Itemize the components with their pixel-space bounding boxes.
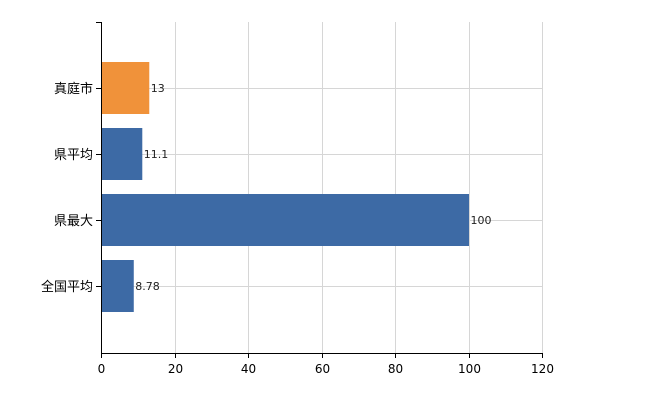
bar-2 bbox=[101, 194, 469, 246]
y-tick-label-1: 県平均 bbox=[54, 148, 93, 163]
axis-layer bbox=[96, 22, 543, 358]
grid-layer bbox=[101, 22, 543, 353]
x-tick-label-5: 100 bbox=[458, 362, 481, 376]
x-tick-label-0: 0 bbox=[98, 362, 106, 376]
x-tick-label-2: 40 bbox=[241, 362, 256, 376]
bar-1 bbox=[101, 128, 143, 180]
data-label-3: 8.78 bbox=[135, 280, 160, 293]
data-label-2: 100 bbox=[471, 214, 492, 227]
y-tick-label-2: 県最大 bbox=[54, 214, 93, 229]
x-tick-label-1: 20 bbox=[168, 362, 183, 376]
bar-layer bbox=[101, 62, 469, 312]
x-tick-label-6: 120 bbox=[531, 362, 554, 376]
y-tick-label-3: 全国平均 bbox=[41, 279, 93, 295]
data-label-0: 13 bbox=[151, 82, 165, 95]
bar-0 bbox=[101, 62, 150, 114]
x-tick-label-4: 80 bbox=[388, 362, 403, 376]
x-tick-label-3: 60 bbox=[315, 362, 330, 376]
data-label-1: 11.1 bbox=[144, 148, 169, 161]
y-tick-label-0: 真庭市 bbox=[54, 81, 93, 97]
bar-3 bbox=[101, 260, 134, 312]
